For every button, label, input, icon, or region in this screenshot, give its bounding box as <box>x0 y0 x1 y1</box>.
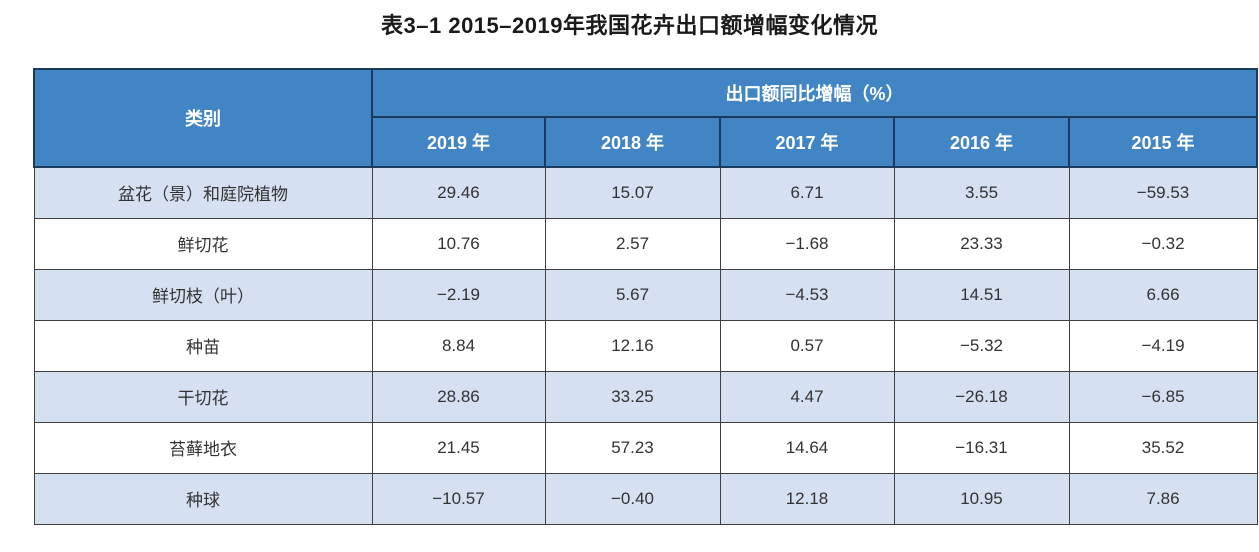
data-cell: −2.19 <box>371 268 546 321</box>
data-cell: 4.47 <box>719 370 895 423</box>
data-cell: 57.23 <box>544 421 721 474</box>
row-label: 鲜切花 <box>33 217 373 270</box>
data-cell: −4.53 <box>719 268 895 321</box>
data-cell: 10.95 <box>893 472 1070 525</box>
header-group-row: 类别 出口额同比增幅（%） <box>33 68 1259 168</box>
table-row: 苔藓地衣 21.45 57.23 14.64 −16.31 35.52 <box>33 421 1258 474</box>
table-title: 表3–1 2015–2019年我国花卉出口额增幅变化情况 <box>381 13 878 38</box>
year-header-2017: 2017 年 <box>719 116 895 168</box>
data-cell: 14.64 <box>719 421 895 474</box>
data-cell: 10.76 <box>371 217 546 270</box>
data-cell: 29.46 <box>371 166 546 219</box>
table-body: 盆花（景）和庭院植物 29.46 15.07 6.71 3.55 −59.53 … <box>33 166 1258 525</box>
table-row: 鲜切枝（叶） −2.19 5.67 −4.53 14.51 6.66 <box>33 268 1258 321</box>
table-row: 盆花（景）和庭院植物 29.46 15.07 6.71 3.55 −59.53 <box>33 166 1258 219</box>
group-header-cell: 出口额同比增幅（%） <box>370 68 1259 118</box>
data-cell: −26.18 <box>893 370 1070 423</box>
data-cell: 6.66 <box>1068 268 1258 321</box>
row-label: 干切花 <box>33 370 373 423</box>
header-year-row: 2019 年 2018 年 2017 年 2016 年 2015 年 <box>34 116 1259 168</box>
table-row: 干切花 28.86 33.25 4.47 −26.18 −6.85 <box>33 370 1258 423</box>
data-cell: 5.67 <box>544 268 721 321</box>
data-cell: −4.19 <box>1068 319 1258 372</box>
data-cell: −59.53 <box>1068 166 1258 219</box>
table-header: 类别 出口额同比增幅（%） 2019 年 2018 年 2017 年 2016 … <box>33 68 1259 168</box>
flower-export-growth-table: 类别 出口额同比增幅（%） 2019 年 2018 年 2017 年 2016 … <box>33 68 1259 525</box>
row-label: 盆花（景）和庭院植物 <box>33 166 373 219</box>
row-label: 种苗 <box>33 319 373 372</box>
row-label: 种球 <box>33 472 373 525</box>
data-cell: −16.31 <box>893 421 1070 474</box>
data-cell: 12.16 <box>544 319 721 372</box>
category-header-cell: 类别 <box>33 68 373 168</box>
data-cell: 14.51 <box>893 268 1070 321</box>
year-header-2018: 2018 年 <box>544 116 721 168</box>
data-cell: 8.84 <box>371 319 546 372</box>
data-cell: −5.32 <box>893 319 1070 372</box>
data-cell: −1.68 <box>719 217 895 270</box>
data-cell: 0.57 <box>719 319 895 372</box>
data-cell: 15.07 <box>544 166 721 219</box>
year-header-2019: 2019 年 <box>371 116 546 168</box>
data-cell: 33.25 <box>544 370 721 423</box>
year-header-2015: 2015 年 <box>1067 116 1259 168</box>
data-cell: 21.45 <box>371 421 546 474</box>
data-cell: −0.32 <box>1068 217 1258 270</box>
table-row: 种球 −10.57 −0.40 12.18 10.95 7.86 <box>33 472 1258 525</box>
table-row: 鲜切花 10.76 2.57 −1.68 23.33 −0.32 <box>33 217 1258 270</box>
data-cell: 23.33 <box>893 217 1070 270</box>
data-cell: −0.40 <box>544 472 721 525</box>
data-cell: 7.86 <box>1068 472 1258 525</box>
year-header-2016: 2016 年 <box>893 116 1070 168</box>
row-label: 苔藓地衣 <box>33 421 373 474</box>
data-cell: 3.55 <box>893 166 1070 219</box>
data-cell: −10.57 <box>371 472 546 525</box>
data-cell: 12.18 <box>719 472 895 525</box>
data-cell: 35.52 <box>1068 421 1258 474</box>
data-cell: 2.57 <box>544 217 721 270</box>
data-cell: 28.86 <box>371 370 546 423</box>
data-cell: −6.85 <box>1068 370 1258 423</box>
row-label: 鲜切枝（叶） <box>33 268 373 321</box>
table-row: 种苗 8.84 12.16 0.57 −5.32 −4.19 <box>33 319 1258 372</box>
data-cell: 6.71 <box>719 166 895 219</box>
